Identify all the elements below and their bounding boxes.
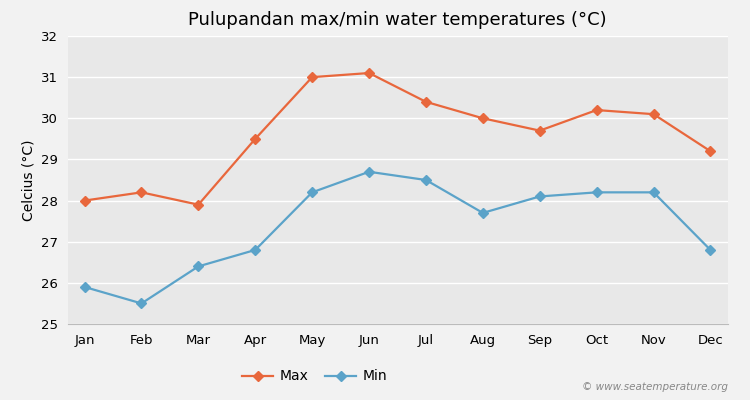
Max	[251, 136, 260, 141]
Min	[251, 248, 260, 252]
Min	[308, 190, 316, 195]
Max	[364, 71, 374, 76]
Max	[194, 202, 202, 207]
Min	[592, 190, 602, 195]
Max	[422, 100, 430, 104]
Min	[137, 301, 146, 306]
Min	[364, 169, 374, 174]
Text: © www.seatemperature.org: © www.seatemperature.org	[581, 382, 728, 392]
Max	[137, 190, 146, 195]
Line: Min: Min	[81, 168, 714, 307]
Min	[422, 178, 430, 182]
Max	[649, 112, 658, 116]
Max	[478, 116, 488, 121]
Min	[80, 284, 89, 289]
Title: Pulupandan max/min water temperatures (°C): Pulupandan max/min water temperatures (°…	[188, 11, 607, 29]
Legend: Max, Min: Max, Min	[237, 364, 393, 389]
Min	[706, 248, 715, 252]
Line: Max: Max	[81, 70, 714, 208]
Min	[478, 210, 488, 215]
Min	[649, 190, 658, 195]
Max	[592, 108, 602, 112]
Y-axis label: Celcius (°C): Celcius (°C)	[21, 139, 35, 221]
Max	[80, 198, 89, 203]
Min	[194, 264, 202, 269]
Max	[308, 75, 316, 80]
Max	[536, 128, 544, 133]
Min	[536, 194, 544, 199]
Max	[706, 149, 715, 154]
